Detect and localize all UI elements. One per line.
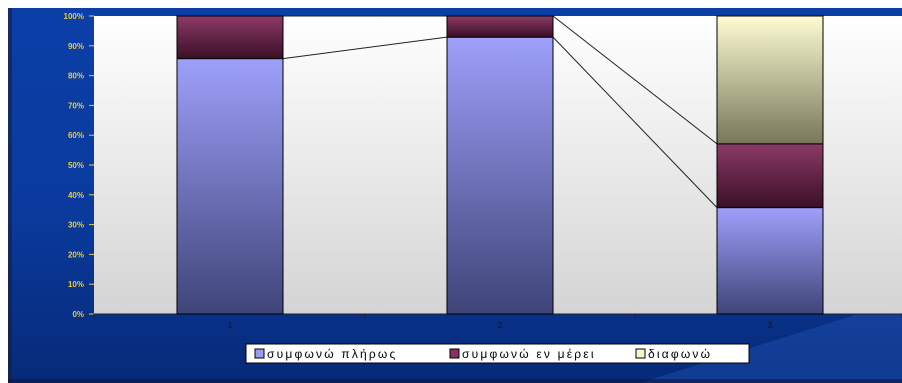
bars [177, 16, 823, 314]
frame-left-edge [8, 8, 12, 383]
y-tick-label: 70% [68, 101, 84, 110]
legend-swatch [255, 349, 264, 358]
x-tick-label: 1 [228, 321, 233, 330]
x-tick-label: 2 [498, 321, 503, 330]
bar-segment-partly-agree [447, 16, 553, 37]
bar-segment-disagree [717, 16, 823, 144]
y-tick-label: 80% [68, 72, 84, 81]
legend-swatch [636, 349, 645, 358]
y-tick-label: 0% [72, 310, 84, 319]
y-tick-label: 40% [68, 191, 84, 200]
bar-segment-fully-agree [447, 37, 553, 314]
y-tick-label: 90% [68, 42, 84, 51]
x-tick-label: 3 [768, 321, 773, 330]
y-tick-label: 10% [68, 280, 84, 289]
legend-swatch [450, 349, 459, 358]
bar-segment-partly-agree [177, 16, 283, 59]
bar-segment-fully-agree [717, 208, 823, 314]
frame-bottom-edge [8, 379, 902, 383]
y-tick-label: 20% [68, 250, 84, 259]
y-tick-label: 50% [68, 161, 84, 170]
bar-segment-fully-agree [177, 59, 283, 314]
bar-segment-partly-agree [717, 144, 823, 208]
legend-label: συμφωνώ εν μέρει [462, 347, 596, 361]
y-tick-label: 60% [68, 131, 84, 140]
legend: συμφωνώ πλήρως συμφωνώ εν μέρει διαφωνώ [246, 344, 749, 363]
y-tick-label: 100% [64, 12, 84, 21]
y-tick-label: 30% [68, 221, 84, 230]
legend-label: συμφωνώ πλήρως [267, 347, 397, 361]
legend-label: διαφωνώ [648, 347, 712, 361]
